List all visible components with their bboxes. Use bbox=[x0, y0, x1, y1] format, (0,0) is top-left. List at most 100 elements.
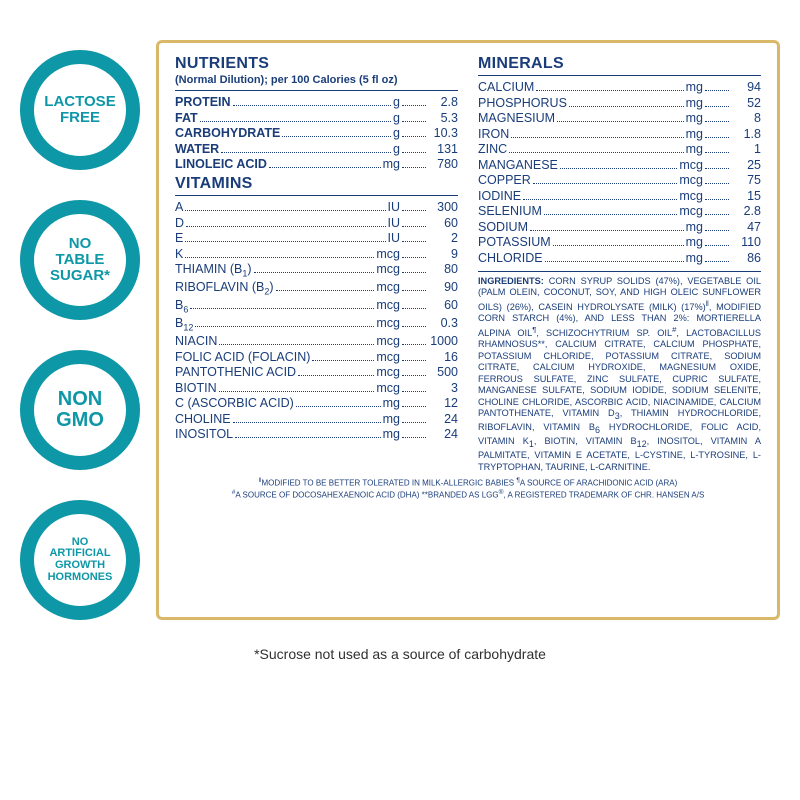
nutrient-row: SODIUMmg47 bbox=[478, 220, 761, 234]
claim-badge: NOTABLESUGAR* bbox=[20, 200, 140, 320]
nutrient-value: 47 bbox=[731, 220, 761, 234]
nutrient-value: 94 bbox=[731, 80, 761, 94]
nutrient-name: POTASSIUM bbox=[478, 235, 551, 249]
nutrient-row: IODINEmcg15 bbox=[478, 189, 761, 203]
minerals-heading: MINERALS bbox=[478, 55, 761, 73]
nutrient-unit: mcg bbox=[376, 365, 400, 379]
ingredients-label: INGREDIENTS: bbox=[478, 276, 544, 286]
nutrient-unit: mcg bbox=[376, 298, 400, 312]
nutrient-name: THIAMIN (B1) bbox=[175, 262, 252, 279]
vitamins-list: AIU300DIU60EIU2Kmcg9THIAMIN (B1)mcg80RIB… bbox=[175, 200, 458, 441]
nutrient-unit: mg bbox=[686, 96, 703, 110]
nutrient-row: B12mcg0.3 bbox=[175, 316, 458, 333]
minerals-list: CALCIUMmg94PHOSPHORUSmg52MAGNESIUMmg8IRO… bbox=[478, 80, 761, 265]
nutrients-list: PROTEINg2.8FATg5.3CARBOHYDRATEg10.3WATER… bbox=[175, 95, 458, 171]
nutrient-unit: mg bbox=[686, 127, 703, 141]
nutrient-unit: mcg bbox=[376, 262, 400, 276]
nutrient-value: 1000 bbox=[428, 334, 458, 348]
nutrient-value: 75 bbox=[731, 173, 761, 187]
nutrient-value: 10.3 bbox=[428, 126, 458, 140]
nutrient-unit: mcg bbox=[376, 334, 400, 348]
nutrient-unit: mg bbox=[383, 427, 400, 441]
nutrient-value: 500 bbox=[428, 365, 458, 379]
nutrient-value: 1.8 bbox=[731, 127, 761, 141]
nutrient-row: PROTEIN g 2.8 bbox=[175, 95, 458, 109]
nutrient-value: 1 bbox=[731, 142, 761, 156]
nutrient-name: ZINC bbox=[478, 142, 507, 156]
nutrient-row: THIAMIN (B1)mcg80 bbox=[175, 262, 458, 279]
ingredients-block: INGREDIENTS: CORN SYRUP SOLIDS (47%), VE… bbox=[478, 271, 761, 474]
nutrient-row: ZINCmg1 bbox=[478, 142, 761, 156]
nutrient-name: FAT bbox=[175, 111, 198, 125]
nutrient-row: MANGANESEmcg25 bbox=[478, 158, 761, 172]
footnote-line: ‖MODIFIED TO BE BETTER TOLERATED IN MILK… bbox=[175, 477, 761, 489]
nutrient-row: MAGNESIUMmg8 bbox=[478, 111, 761, 125]
nutrient-value: 16 bbox=[428, 350, 458, 364]
nutrient-unit: mcg bbox=[376, 381, 400, 395]
nutrient-row: SELENIUM mcg 2.8 bbox=[478, 204, 761, 218]
nutrient-row: AIU300 bbox=[175, 200, 458, 214]
nutrient-unit: mg bbox=[686, 111, 703, 125]
nutrient-name: SODIUM bbox=[478, 220, 528, 234]
nutrient-value: 3 bbox=[428, 381, 458, 395]
nutrient-value: 131 bbox=[428, 142, 458, 156]
claim-badge: LACTOSEFREE bbox=[20, 50, 140, 170]
nutrient-unit: mcg bbox=[679, 204, 703, 218]
nutrient-unit: g bbox=[393, 111, 400, 125]
nutrient-value: 52 bbox=[731, 96, 761, 110]
ingredients-body: CORN SYRUP SOLIDS (47%), VEGETABLE OIL (… bbox=[478, 276, 761, 472]
nutrient-row: INOSITOL mg 24 bbox=[175, 427, 458, 441]
right-column: MINERALS CALCIUMmg94PHOSPHORUSmg52MAGNES… bbox=[478, 55, 761, 473]
nutrient-value: 24 bbox=[428, 427, 458, 441]
nutrient-unit: mg bbox=[383, 396, 400, 410]
nutrient-row: FATg5.3 bbox=[175, 111, 458, 125]
nutrient-value: 2.8 bbox=[731, 204, 761, 218]
nutrient-unit: mg bbox=[686, 80, 703, 94]
nutrient-value: 2.8 bbox=[428, 95, 458, 109]
nutrient-value: 780 bbox=[428, 157, 458, 171]
nutrient-value: 60 bbox=[428, 216, 458, 230]
nutrition-panel: NUTRIENTS (Normal Dilution); per 100 Cal… bbox=[156, 40, 780, 620]
nutrient-unit: IU bbox=[388, 216, 401, 230]
nutrient-row: IRON mg 1.8 bbox=[478, 127, 761, 141]
nutrient-name: WATER bbox=[175, 142, 219, 156]
nutrient-value: 86 bbox=[731, 251, 761, 265]
nutrient-value: 9 bbox=[428, 247, 458, 261]
nutrient-name: SELENIUM bbox=[478, 204, 542, 218]
nutrient-name: IODINE bbox=[478, 189, 521, 203]
nutrient-unit: g bbox=[393, 95, 400, 109]
nutrient-name: PHOSPHORUS bbox=[478, 96, 567, 110]
nutrient-name: B6 bbox=[175, 298, 188, 315]
nutrient-value: 2 bbox=[428, 231, 458, 245]
nutrient-row: B6 mcg 60 bbox=[175, 298, 458, 315]
nutrient-name: RIBOFLAVIN (B2) bbox=[175, 280, 274, 297]
nutrient-unit: mcg bbox=[679, 173, 703, 187]
nutrient-row: LINOLEIC ACID mg 780 bbox=[175, 157, 458, 171]
dilution-subhead: (Normal Dilution); per 100 Calories (5 f… bbox=[175, 74, 458, 86]
nutrient-unit: mcg bbox=[376, 280, 400, 294]
nutrient-value: 300 bbox=[428, 200, 458, 214]
nutrient-name: B12 bbox=[175, 316, 193, 333]
nutrient-row: PANTOTHENIC ACIDmcg500 bbox=[175, 365, 458, 379]
nutrient-name: INOSITOL bbox=[175, 427, 233, 441]
nutrient-name: IRON bbox=[478, 127, 509, 141]
nutrient-name: LINOLEIC ACID bbox=[175, 157, 267, 171]
nutrient-name: CHOLINE bbox=[175, 412, 231, 426]
nutrient-value: 8 bbox=[731, 111, 761, 125]
nutrient-name: D bbox=[175, 216, 184, 230]
nutrient-value: 60 bbox=[428, 298, 458, 312]
nutrient-row: Kmcg9 bbox=[175, 247, 458, 261]
nutrient-unit: mg bbox=[383, 157, 400, 171]
nutrient-row: NIACINmcg1000 bbox=[175, 334, 458, 348]
nutrient-name: E bbox=[175, 231, 183, 245]
nutrient-name: BIOTIN bbox=[175, 381, 217, 395]
nutrient-row: WATERg131 bbox=[175, 142, 458, 156]
nutrient-name: PROTEIN bbox=[175, 95, 231, 109]
claim-badge: NOARTIFICIALGROWTHHORMONES bbox=[20, 500, 140, 620]
nutrient-row: CHLORIDEmg86 bbox=[478, 251, 761, 265]
footnote-line: #A SOURCE OF DOCOSAHEXAENOIC ACID (DHA) … bbox=[175, 489, 761, 501]
claim-badge: NONGMO bbox=[20, 350, 140, 470]
nutrient-unit: mcg bbox=[679, 189, 703, 203]
nutrient-unit: IU bbox=[388, 231, 401, 245]
nutrient-name: FOLIC ACID (FOLACIN) bbox=[175, 350, 310, 364]
